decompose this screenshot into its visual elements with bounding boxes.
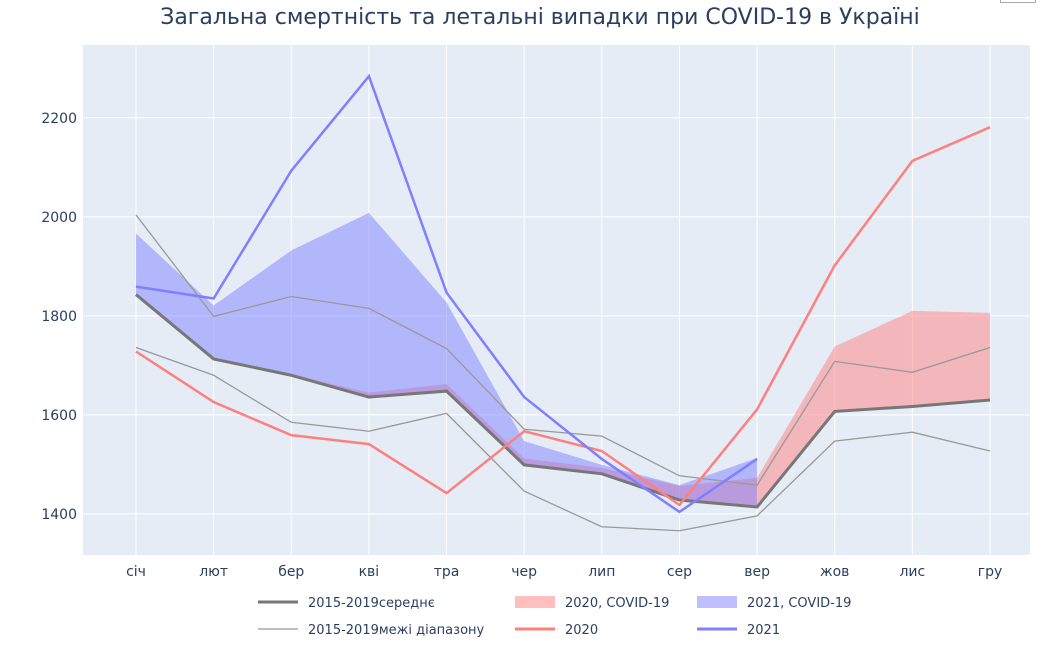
legend-swatch [515, 596, 555, 608]
x-tick-label: кві [359, 564, 380, 580]
y-tick-label: 1800 [41, 309, 77, 325]
series-line-2015-2019середнє [135, 293, 991, 509]
y-tick-label: 2000 [41, 210, 77, 226]
legend-label: 2021, COVID-19 [747, 596, 851, 611]
fill-area-2021, COVID-19 [136, 212, 758, 507]
x-tick-label: чер [511, 564, 537, 580]
x-tick-label: лис [899, 564, 925, 580]
legend-label: 2015-2019середнє [308, 596, 435, 611]
x-tick-label: вер [744, 564, 770, 580]
range-upper-line [135, 214, 991, 486]
x-tick-label: гру [978, 564, 1003, 580]
x-tick-label: лют [199, 564, 228, 580]
series-line-2020 [135, 126, 991, 507]
range-lower-line [135, 346, 991, 532]
y-tick-label: 1400 [41, 507, 77, 523]
modebar[interactable] [1000, 0, 1036, 3]
legend-label: 2020, COVID-19 [565, 596, 669, 611]
y-tick-label: 1600 [41, 408, 77, 424]
legend-label: 2015-2019межі діапазону [308, 623, 485, 638]
legend-label: 2021 [747, 623, 780, 638]
legend-swatch [697, 596, 737, 608]
x-tick-label: жов [820, 564, 849, 580]
y-tick-label: 2200 [41, 111, 77, 127]
legend-label: 2020 [565, 623, 598, 638]
x-tick-label: сер [667, 564, 692, 580]
chart-title: Загальна смертність та летальні випадки … [160, 5, 920, 30]
x-tick-label: лип [588, 564, 615, 580]
x-tick-label: тра [434, 564, 460, 580]
x-tick-label: січ [126, 564, 146, 580]
x-tick-label: бер [278, 564, 304, 580]
